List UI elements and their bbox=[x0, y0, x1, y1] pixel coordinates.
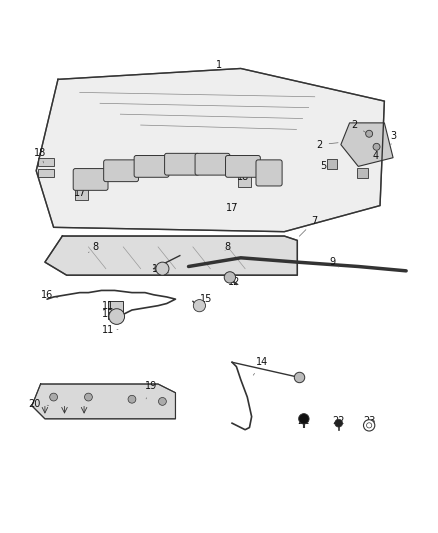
Polygon shape bbox=[75, 189, 88, 200]
Text: 5: 5 bbox=[320, 161, 334, 172]
Text: 14: 14 bbox=[253, 357, 268, 375]
FancyBboxPatch shape bbox=[256, 160, 282, 186]
Text: 3: 3 bbox=[390, 131, 396, 144]
Circle shape bbox=[299, 414, 309, 424]
FancyBboxPatch shape bbox=[134, 156, 169, 177]
Circle shape bbox=[193, 300, 205, 312]
Text: 18: 18 bbox=[35, 148, 47, 163]
Text: 6: 6 bbox=[360, 170, 367, 180]
Circle shape bbox=[109, 309, 124, 325]
Text: 4: 4 bbox=[373, 150, 379, 160]
Text: 11: 11 bbox=[102, 325, 118, 335]
Text: 1: 1 bbox=[216, 60, 222, 70]
Text: 2: 2 bbox=[316, 140, 338, 150]
Circle shape bbox=[367, 423, 372, 428]
Circle shape bbox=[373, 143, 380, 150]
Circle shape bbox=[366, 130, 373, 137]
Polygon shape bbox=[36, 68, 385, 232]
Bar bbox=[357, 168, 368, 178]
Text: 16: 16 bbox=[41, 290, 58, 300]
Text: 17: 17 bbox=[74, 188, 86, 198]
Bar bbox=[327, 159, 337, 169]
Circle shape bbox=[364, 419, 375, 431]
Text: 22: 22 bbox=[332, 416, 345, 426]
Text: 12: 12 bbox=[228, 277, 240, 287]
Polygon shape bbox=[238, 166, 251, 176]
Text: 11: 11 bbox=[102, 301, 118, 311]
Polygon shape bbox=[75, 179, 88, 189]
FancyBboxPatch shape bbox=[226, 156, 260, 177]
Polygon shape bbox=[341, 123, 393, 166]
Polygon shape bbox=[32, 384, 176, 419]
FancyBboxPatch shape bbox=[73, 168, 108, 190]
Text: 13: 13 bbox=[102, 309, 114, 319]
FancyBboxPatch shape bbox=[104, 160, 138, 182]
Text: 8: 8 bbox=[88, 242, 98, 253]
Circle shape bbox=[159, 398, 166, 405]
Circle shape bbox=[335, 419, 343, 427]
Text: 23: 23 bbox=[363, 416, 375, 426]
FancyBboxPatch shape bbox=[195, 154, 230, 175]
Circle shape bbox=[49, 393, 57, 401]
Text: 2: 2 bbox=[351, 120, 369, 134]
Circle shape bbox=[224, 272, 236, 283]
Text: 7: 7 bbox=[299, 216, 318, 236]
FancyBboxPatch shape bbox=[165, 154, 199, 175]
Text: 9: 9 bbox=[329, 257, 339, 267]
Polygon shape bbox=[238, 176, 251, 187]
Polygon shape bbox=[38, 168, 53, 177]
Circle shape bbox=[85, 393, 92, 401]
Text: 8: 8 bbox=[225, 242, 231, 252]
Polygon shape bbox=[38, 158, 53, 166]
Text: 10: 10 bbox=[152, 264, 169, 273]
Text: 18: 18 bbox=[237, 172, 249, 182]
Text: 19: 19 bbox=[145, 381, 158, 399]
Polygon shape bbox=[108, 301, 123, 319]
Circle shape bbox=[294, 372, 305, 383]
Text: 20: 20 bbox=[28, 399, 49, 409]
Text: 17: 17 bbox=[226, 203, 238, 213]
Circle shape bbox=[128, 395, 136, 403]
Text: 21: 21 bbox=[298, 416, 310, 427]
Polygon shape bbox=[45, 236, 297, 275]
Text: 15: 15 bbox=[200, 294, 212, 304]
Circle shape bbox=[156, 262, 169, 275]
